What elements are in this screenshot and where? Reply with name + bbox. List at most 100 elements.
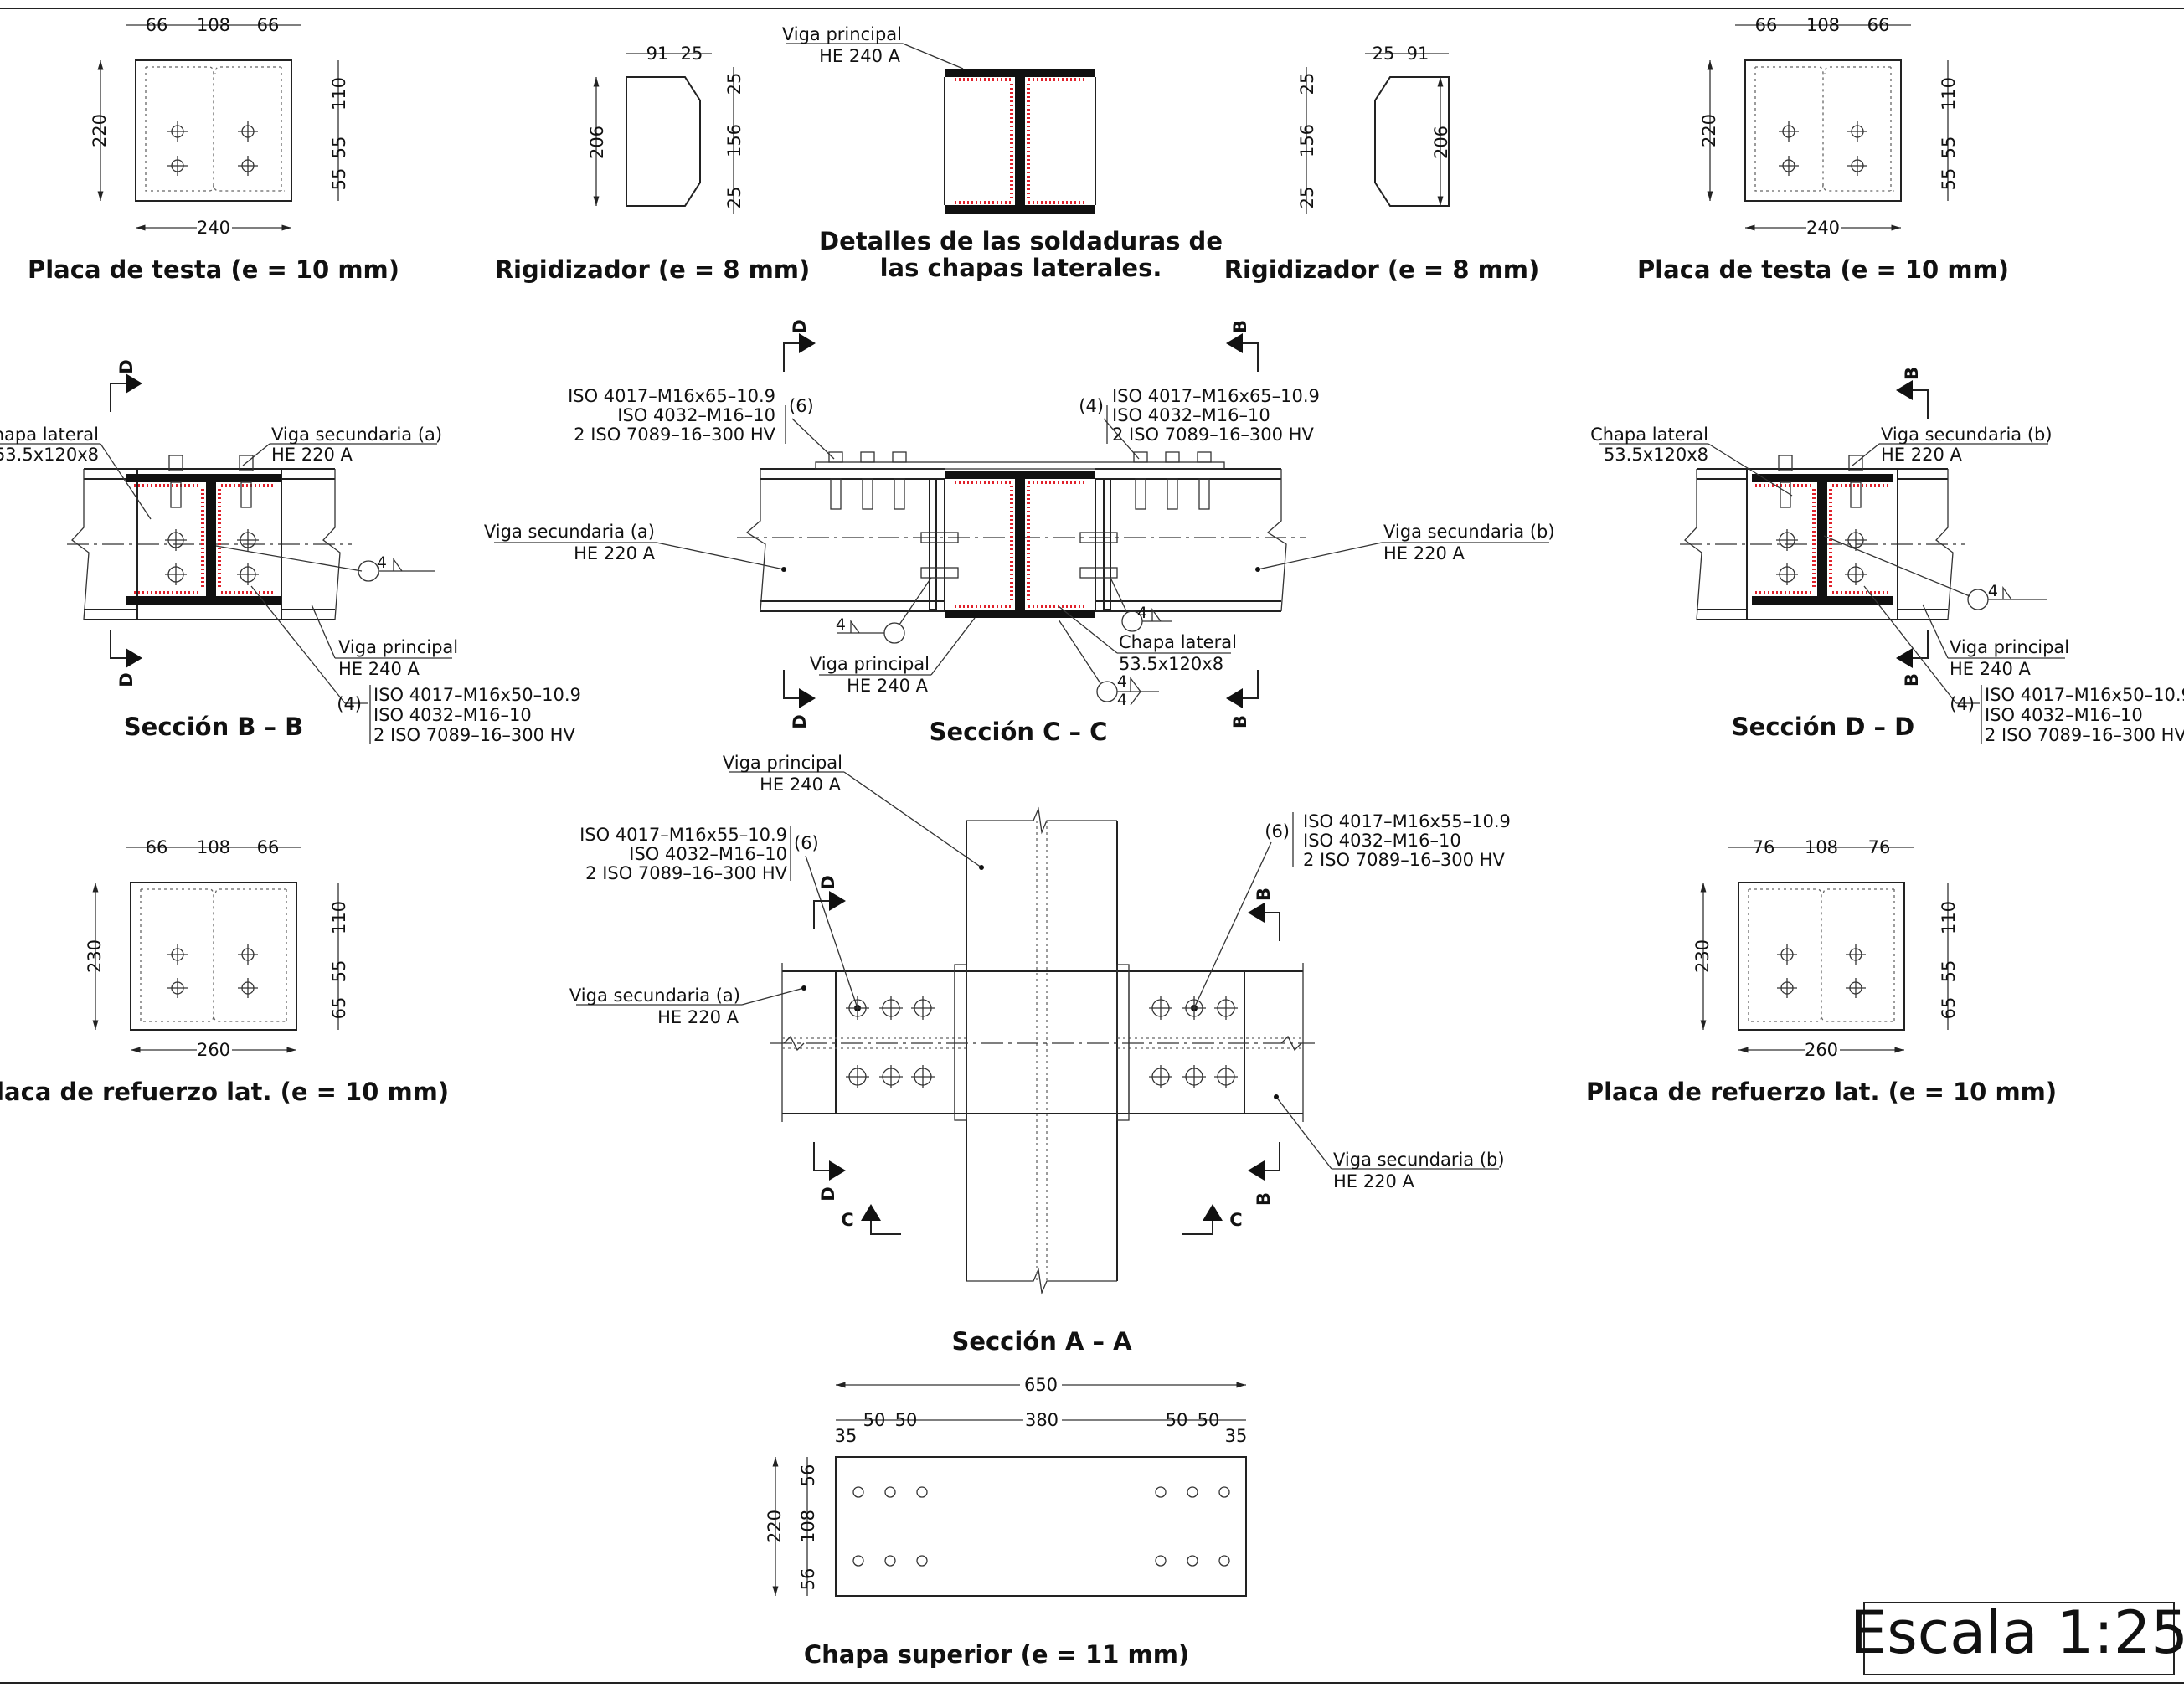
label: Viga principal <box>1950 637 2069 657</box>
chapa-superior: 650 50 50 380 50 50 35 35 220 56 108 56 … <box>765 1375 1247 1669</box>
label: HE 240 A <box>847 676 928 696</box>
dim: 35 <box>835 1426 858 1446</box>
label: Viga principal <box>723 753 842 773</box>
bolt-spec: ISO 4032–M16–10 <box>617 405 775 425</box>
view-title: Sección C – C <box>930 718 1108 746</box>
weld-size: 4 <box>1988 582 1998 600</box>
dim: 25 <box>1297 187 1317 209</box>
dim: 380 <box>1025 1410 1059 1430</box>
detalle-soldaduras: Viga principal HE 240 A Detalles de las … <box>782 24 1223 282</box>
view-title: Detalles de las soldaduras de <box>819 227 1223 255</box>
label: Chapa lateral <box>0 425 99 445</box>
view-title: Placa de testa (e = 10 mm) <box>1637 255 2009 284</box>
dim: 76 <box>1868 837 1891 857</box>
bolt-spec: 2 ISO 7089–16–300 HV <box>1112 425 1314 445</box>
label: 53.5x120x8 <box>1119 654 1223 674</box>
bolt-count: (6) <box>794 833 819 853</box>
dim: 55 <box>329 136 349 159</box>
cut-label: B <box>1230 715 1250 728</box>
label: Viga secundaria (a) <box>569 985 740 1006</box>
dim: 65 <box>1939 997 1959 1020</box>
label: Viga secundaria (b) <box>1383 522 1555 542</box>
dim: 76 <box>1753 837 1775 857</box>
dim: 25 <box>1297 73 1317 95</box>
bolt-spec: ISO 4032–M16–10 <box>1985 705 2143 725</box>
dim: 650 <box>1024 1375 1058 1395</box>
cut-label: D <box>116 672 136 687</box>
weld-size: 4 <box>836 615 846 634</box>
dim: 108 <box>798 1510 818 1543</box>
view-title: Rigidizador (e = 8 mm) <box>1224 255 1540 284</box>
dim: 25 <box>1373 44 1395 64</box>
seccion-a-a: Viga principal HE 240 A ISO 4017–M16x55–… <box>569 753 1511 1356</box>
cut-label: C <box>841 1210 853 1230</box>
cut-label: B <box>1902 367 1922 380</box>
view-title: Sección D – D <box>1732 713 1914 741</box>
dim: 110 <box>329 77 349 111</box>
label: HE 240 A <box>1950 659 2031 679</box>
bolt-spec: ISO 4032–M16–10 <box>1112 405 1270 425</box>
rigidizador-left: 91 25 206 25 156 25 Rigidizador (e = 8 m… <box>495 44 811 284</box>
label: HE 240 A <box>819 46 900 66</box>
dim: 66 <box>1867 15 1890 35</box>
dim: 156 <box>1297 124 1317 157</box>
dim: 240 <box>197 218 230 238</box>
label: Chapa lateral <box>1590 425 1708 445</box>
view-title: Placa de testa (e = 10 mm) <box>28 255 399 284</box>
view-title: Rigidizador (e = 8 mm) <box>495 255 811 284</box>
bolt-spec: ISO 4017–M16x55–10.9 <box>1303 811 1511 831</box>
dim: 108 <box>1805 837 1838 857</box>
weld-size: 4 <box>1137 604 1147 622</box>
dim: 35 <box>1225 1426 1248 1446</box>
label: HE 220 A <box>1881 445 1962 465</box>
bolt-spec: 2 ISO 7089–16–300 HV <box>585 863 787 883</box>
dim: 110 <box>329 901 349 934</box>
bolt-count: (4) <box>1079 396 1104 416</box>
dim: 260 <box>197 1040 230 1060</box>
cut-label: B <box>1254 1192 1274 1206</box>
weld-size: 4 <box>1117 691 1127 709</box>
label: HE 220 A <box>1333 1171 1414 1191</box>
dim: 50 <box>1198 1410 1220 1430</box>
dim: 50 <box>863 1410 886 1430</box>
dim: 66 <box>146 15 168 35</box>
cut-label: B <box>1230 320 1250 333</box>
dim: 108 <box>1806 15 1840 35</box>
bolt-spec: ISO 4017–M16x65–10.9 <box>568 386 775 406</box>
scale-box: Escala 1:25 <box>1850 1598 2184 1675</box>
cut-label: D <box>790 319 810 333</box>
dim: 65 <box>329 997 349 1020</box>
view-title: Sección B – B <box>124 713 303 741</box>
bolt-count: (6) <box>789 396 814 416</box>
dim: 91 <box>646 44 669 64</box>
dim: 55 <box>1939 136 1959 159</box>
view-title: las chapas laterales. <box>880 254 1162 282</box>
dim: 56 <box>798 1568 818 1591</box>
dim: 50 <box>895 1410 918 1430</box>
dim: 25 <box>724 187 744 209</box>
cut-label: B <box>1902 673 1922 687</box>
dim: 56 <box>798 1464 818 1487</box>
label: HE 220 A <box>1383 543 1465 563</box>
dim: 55 <box>1939 960 1959 983</box>
dim: 260 <box>1805 1040 1838 1060</box>
bolt-spec: ISO 4032–M16–10 <box>373 705 532 725</box>
dim: 25 <box>724 73 744 95</box>
cut-label: B <box>1254 888 1274 901</box>
bolt-spec: 2 ISO 7089–16–300 HV <box>1303 850 1505 870</box>
label: Viga principal <box>338 637 458 657</box>
view-title: Chapa superior (e = 11 mm) <box>804 1640 1189 1669</box>
bolt-count: (4) <box>337 694 362 714</box>
bolt-spec: ISO 4017–M16x55–10.9 <box>579 825 787 845</box>
label: HE 220 A <box>271 445 353 465</box>
label: Viga secundaria (b) <box>1333 1150 1505 1170</box>
dim: 206 <box>1431 126 1451 159</box>
dim: 66 <box>257 837 280 857</box>
label: HE 240 A <box>338 659 420 679</box>
bolt-spec: ISO 4032–M16–10 <box>1303 831 1461 851</box>
label: Chapa lateral <box>1119 632 1237 652</box>
dim: 66 <box>1755 15 1778 35</box>
rigidizador-right: 25 91 25 156 25 206 Rigidizador (e = 8 m… <box>1224 44 1540 284</box>
dim: 108 <box>197 15 230 35</box>
